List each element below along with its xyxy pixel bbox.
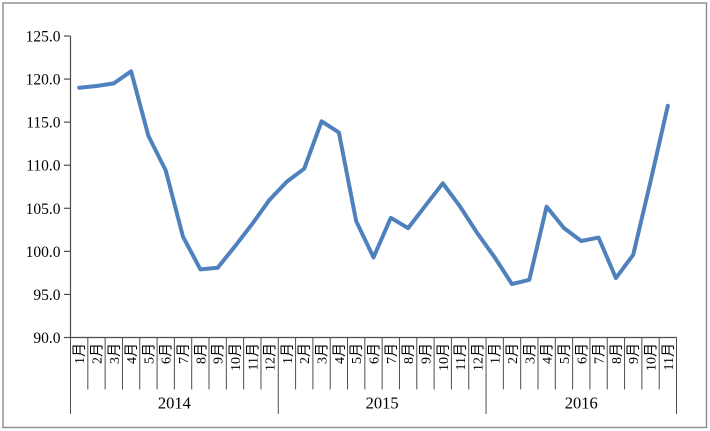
x-month-label: 2月 (297, 343, 313, 364)
x-month-label: 6月 (367, 343, 383, 364)
x-month-label: 5月 (557, 343, 573, 364)
x-month-label: 1月 (280, 343, 296, 364)
y-tick-label: 110.0 (26, 158, 61, 175)
x-month-label: 4月 (332, 343, 348, 364)
x-month-label: 11月 (661, 343, 677, 370)
x-month-label: 6月 (159, 343, 175, 364)
x-month-label: 11月 (245, 343, 261, 370)
x-month-label: 7月 (592, 343, 608, 364)
x-month-label: 12月 (263, 343, 279, 371)
x-month-label: 11月 (453, 343, 469, 370)
x-month-label: 7月 (176, 343, 192, 364)
x-month-label: 4月 (124, 343, 140, 364)
x-month-label: 4月 (540, 343, 556, 364)
x-month-label: 12月 (470, 343, 486, 371)
y-tick-label: 120.0 (26, 72, 61, 89)
x-month-label: 7月 (384, 343, 400, 364)
x-month-label: 3月 (522, 343, 538, 364)
y-tick-label: 115.0 (26, 115, 61, 132)
y-tick-label: 125.0 (26, 29, 61, 46)
y-tick-label: 100.0 (26, 244, 61, 261)
y-tick-label: 105.0 (26, 201, 61, 218)
x-month-label: 8月 (401, 343, 417, 364)
x-month-label: 10月 (644, 343, 660, 371)
x-month-label: 5月 (141, 343, 157, 364)
x-month-label: 8月 (609, 343, 625, 364)
y-tick-label: 95.0 (33, 287, 60, 304)
series-line (77, 69, 670, 287)
x-month-label: 6月 (574, 343, 590, 364)
x-month-label: 1月 (72, 343, 88, 364)
x-month-label: 2月 (505, 343, 521, 364)
x-month-label: 9月 (418, 343, 434, 364)
y-tick-label: 90.0 (33, 330, 60, 347)
x-month-label: 3月 (315, 343, 331, 364)
x-month-label: 9月 (626, 343, 642, 364)
x-month-label: 8月 (193, 343, 209, 364)
x-year-label: 2015 (366, 394, 399, 413)
x-month-label: 10月 (228, 343, 244, 371)
x-year-label: 2014 (158, 394, 191, 413)
x-month-label: 10月 (436, 343, 452, 371)
x-month-label: 3月 (107, 343, 123, 364)
x-month-label: 9月 (211, 343, 227, 364)
x-month-label: 2月 (89, 343, 105, 364)
x-month-label: 1月 (488, 343, 504, 364)
x-year-label: 2016 (565, 394, 598, 413)
x-month-label: 5月 (349, 343, 365, 364)
